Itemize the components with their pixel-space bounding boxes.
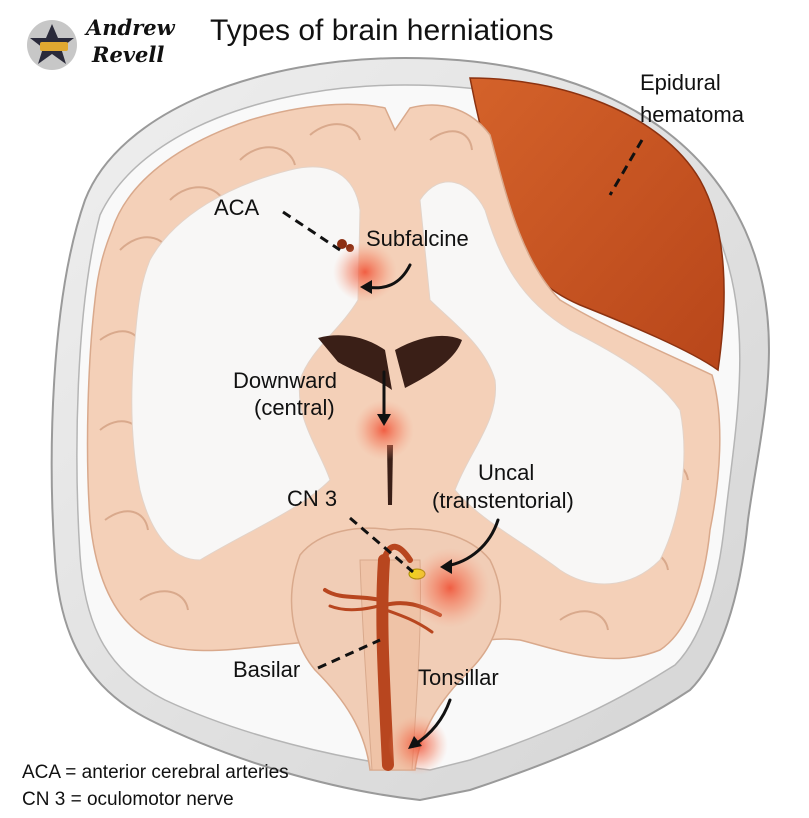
uncal-label-line1: Uncal <box>478 460 534 485</box>
basilar-leader <box>317 638 381 670</box>
legend-aca: ACA = anterior cerebral arteries <box>22 762 289 783</box>
lateral-ventricles <box>318 335 462 390</box>
subfalcine-glow <box>333 242 397 302</box>
white-matter-left <box>131 166 361 561</box>
tonsillar-label: Tonsillar <box>418 665 499 690</box>
basilar-artery <box>376 554 394 771</box>
page-title: Types of brain herniations <box>210 14 554 47</box>
subfalcine-label: Subfalcine <box>366 226 469 251</box>
white-matter-right <box>419 181 685 585</box>
arteries <box>323 543 442 771</box>
logo-line1: Andrew <box>84 15 176 40</box>
leader-lines <box>282 139 644 670</box>
third-ventricle <box>387 445 393 505</box>
epidural-label-line1: Epidural <box>640 70 721 95</box>
aca-leader <box>282 210 341 252</box>
aca-artery <box>337 239 347 249</box>
cortical-folds <box>99 123 689 631</box>
uncal-label-line2: (transtentorial) <box>432 488 574 513</box>
legend-cn3: CN 3 = oculomotor nerve <box>22 789 234 810</box>
downward-label-line2: (central) <box>254 395 335 420</box>
uncal-arrow <box>444 518 500 568</box>
logo-line2: Revell <box>91 42 164 67</box>
downward-glow <box>354 400 414 460</box>
uncal-glow <box>410 548 490 628</box>
andrew-revell-logo: Andrew Revell <box>27 15 176 70</box>
cn3-label: CN 3 <box>287 486 337 511</box>
epidural-label-line2: hematoma <box>640 102 745 127</box>
downward-label-line1: Downward <box>233 368 337 393</box>
aca-label: ACA <box>214 195 260 220</box>
epidural-leader <box>608 139 644 196</box>
basilar-label: Basilar <box>233 657 300 682</box>
